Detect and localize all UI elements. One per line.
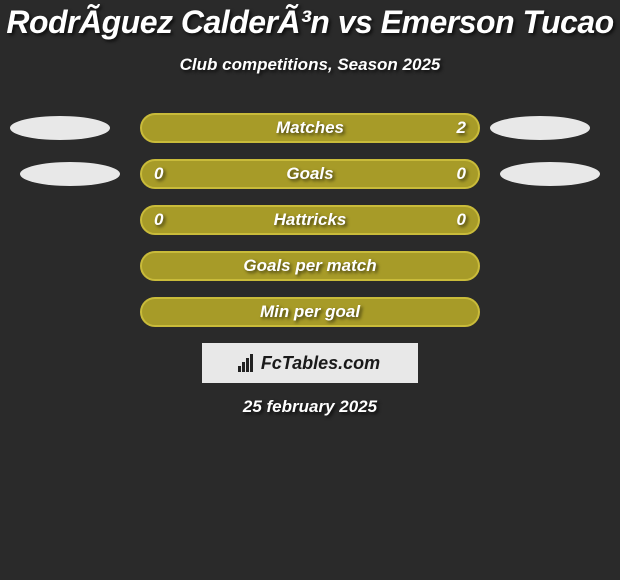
- stat-row: Goals per match: [0, 251, 620, 281]
- stat-pill: 0 Hattricks 0: [140, 205, 480, 235]
- subtitle: Club competitions, Season 2025: [0, 55, 620, 75]
- ellipse-left: [10, 116, 110, 140]
- footer-date: 25 february 2025: [0, 397, 620, 417]
- stat-label: Min per goal: [260, 302, 360, 322]
- stat-row: 0 Hattricks 0: [0, 205, 620, 235]
- page-title: RodrÃ­guez CalderÃ³n vs Emerson Tucao: [0, 4, 620, 41]
- stat-value-right: 2: [457, 118, 466, 138]
- stat-label: Goals: [286, 164, 333, 184]
- stat-pill: Matches 2: [140, 113, 480, 143]
- stat-value-left: 0: [154, 164, 163, 184]
- stat-label: Hattricks: [274, 210, 347, 230]
- ellipse-right: [500, 162, 600, 186]
- logo-box: FcTables.com: [202, 343, 418, 383]
- stat-row: Min per goal: [0, 297, 620, 327]
- stat-pill: Min per goal: [140, 297, 480, 327]
- stat-label: Matches: [276, 118, 344, 138]
- logo-text: FcTables.com: [259, 353, 382, 374]
- stat-value-left: 0: [154, 210, 163, 230]
- stat-value-right: 0: [457, 210, 466, 230]
- stat-label: Goals per match: [243, 256, 376, 276]
- stat-value-right: 0: [457, 164, 466, 184]
- stat-pill: 0 Goals 0: [140, 159, 480, 189]
- ellipse-right: [490, 116, 590, 140]
- ellipse-left: [20, 162, 120, 186]
- stat-row: 0 Goals 0: [0, 159, 620, 189]
- stat-pill: Goals per match: [140, 251, 480, 281]
- stats-rows: Matches 2 0 Goals 0 0 Hattricks 0 Goals per matc…: [0, 113, 620, 327]
- stat-row: Matches 2: [0, 113, 620, 143]
- comparison-card: RodrÃ­guez CalderÃ³n vs Emerson Tucao Cl…: [0, 0, 620, 417]
- barchart-icon: [238, 354, 253, 372]
